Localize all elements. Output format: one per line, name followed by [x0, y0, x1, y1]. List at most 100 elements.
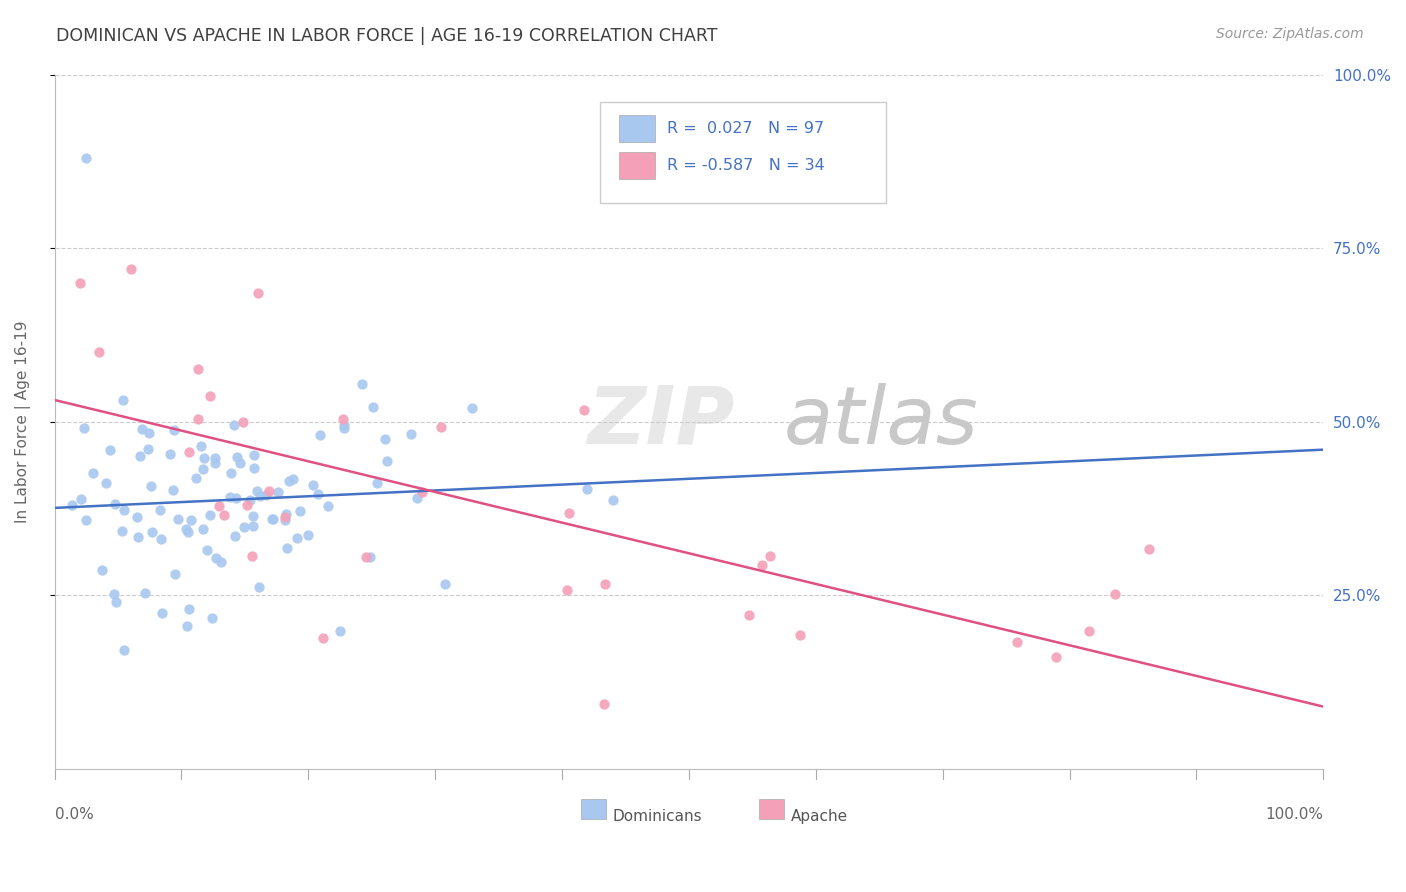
- Point: [1045, 649, 1067, 664]
- Point: [558, 506, 581, 520]
- Point: [82, 466, 104, 480]
- Point: [247, 581, 270, 595]
- Point: [141, 524, 163, 539]
- Point: [149, 503, 172, 517]
- Point: [204, 551, 226, 566]
- Point: [204, 456, 226, 470]
- Text: R = -0.587   N = 34: R = -0.587 N = 34: [668, 158, 825, 173]
- Point: [204, 451, 226, 466]
- Point: [60, 498, 83, 512]
- Point: [120, 261, 142, 276]
- Point: [162, 483, 184, 497]
- Text: DOMINICAN VS APACHE IN LABOR FORCE | AGE 16-19 CORRELATION CHART: DOMINICAN VS APACHE IN LABOR FORCE | AGE…: [56, 27, 717, 45]
- Point: [276, 541, 298, 555]
- Point: [112, 502, 135, 516]
- Point: [1007, 634, 1029, 648]
- Point: [165, 566, 187, 581]
- Point: [249, 489, 271, 503]
- Point: [242, 519, 264, 533]
- Point: [226, 450, 249, 465]
- Point: [332, 421, 354, 435]
- Point: [112, 642, 135, 657]
- Point: [177, 524, 200, 539]
- Y-axis label: In Labor Force | Age 16-19: In Labor Force | Age 16-19: [15, 320, 31, 523]
- Point: [285, 531, 308, 545]
- Point: [602, 493, 624, 508]
- Point: [301, 478, 323, 492]
- Point: [232, 415, 254, 429]
- Point: [159, 447, 181, 461]
- Point: [361, 400, 384, 414]
- Point: [195, 543, 218, 558]
- Point: [262, 512, 284, 526]
- Point: [127, 530, 149, 544]
- Point: [593, 577, 616, 591]
- Point: [100, 442, 122, 457]
- Point: [333, 417, 356, 432]
- Point: [73, 421, 96, 435]
- Point: [555, 582, 578, 597]
- Point: [225, 491, 247, 506]
- Point: [246, 484, 269, 499]
- Point: [69, 276, 91, 290]
- Point: [190, 439, 212, 453]
- Text: 100.0%: 100.0%: [1265, 807, 1323, 822]
- Point: [180, 513, 202, 527]
- Point: [193, 462, 215, 476]
- Point: [332, 411, 354, 425]
- Point: [246, 286, 269, 301]
- Point: [186, 471, 208, 485]
- Point: [94, 475, 117, 490]
- Point: [149, 533, 172, 547]
- Point: [312, 631, 335, 645]
- Point: [254, 487, 277, 501]
- Point: [401, 426, 423, 441]
- Point: [69, 491, 91, 506]
- Point: [751, 558, 773, 572]
- Point: [233, 520, 256, 534]
- Point: [375, 454, 398, 468]
- Point: [366, 476, 388, 491]
- Point: [260, 511, 283, 525]
- Point: [75, 151, 97, 165]
- Point: [224, 529, 246, 543]
- Point: [759, 549, 782, 563]
- Point: [288, 504, 311, 518]
- Point: [329, 624, 352, 638]
- Point: [236, 498, 259, 512]
- Point: [139, 478, 162, 492]
- Point: [193, 450, 215, 465]
- Point: [267, 485, 290, 500]
- Text: atlas: atlas: [785, 383, 979, 460]
- Point: [309, 428, 332, 442]
- Point: [738, 607, 761, 622]
- Point: [789, 628, 811, 642]
- Point: [200, 508, 222, 522]
- Point: [219, 466, 242, 480]
- Bar: [759, 799, 785, 819]
- Text: Dominicans: Dominicans: [613, 809, 703, 824]
- Point: [278, 475, 301, 489]
- Point: [75, 513, 97, 527]
- Point: [316, 499, 339, 513]
- Point: [129, 449, 152, 463]
- Point: [212, 508, 235, 522]
- Point: [198, 389, 221, 403]
- Point: [87, 345, 110, 359]
- Point: [411, 485, 433, 500]
- Point: [374, 432, 396, 446]
- Point: [134, 586, 156, 600]
- Text: 0.0%: 0.0%: [55, 807, 93, 822]
- Point: [1104, 587, 1126, 601]
- Point: [110, 524, 132, 538]
- Point: [179, 445, 201, 459]
- Point: [131, 422, 153, 436]
- Point: [150, 607, 173, 621]
- Point: [405, 491, 427, 505]
- Point: [274, 513, 297, 527]
- Point: [259, 484, 281, 499]
- Point: [240, 549, 263, 563]
- Point: [359, 549, 381, 564]
- Point: [593, 697, 616, 711]
- Point: [187, 412, 209, 426]
